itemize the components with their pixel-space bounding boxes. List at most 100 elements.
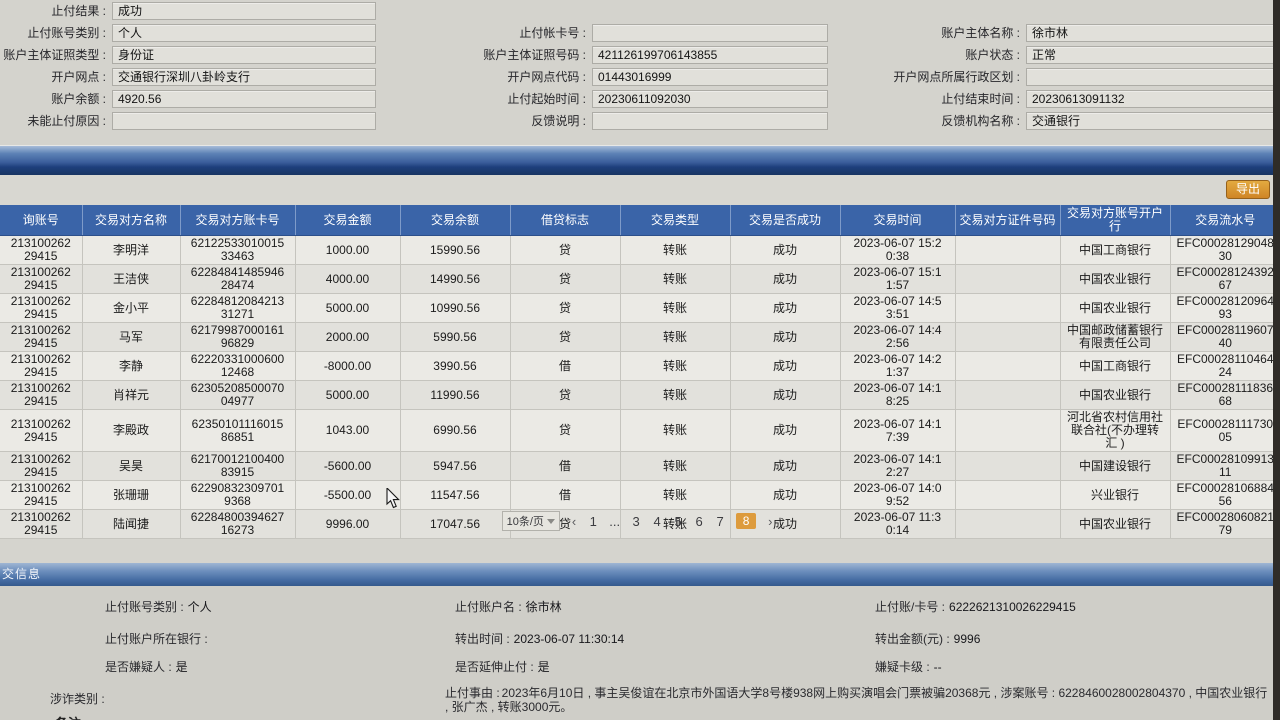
- field-value-fail-reason: [112, 112, 376, 130]
- form-row: 止付账号类别 : 个人 止付帐卡号 : 账户主体名称 : 徐市林: [0, 22, 1280, 44]
- field-value-branch-code: 01443016999: [592, 68, 828, 86]
- page-size-label: 10条/页: [506, 516, 544, 528]
- table-cell: 吴昊: [81, 451, 181, 481]
- table-cell: 62284812084213 31271: [179, 293, 296, 323]
- table-row[interactable]: 213100262 29415 李明洋 62122533010015 33463 10…: [0, 235, 1280, 265]
- table-cell: [954, 264, 1061, 294]
- table-cell: 62220331000600 12468: [179, 351, 296, 381]
- info-label: 是否嫌疑人 :: [105, 660, 172, 674]
- table-cell: 3990.56: [399, 351, 511, 381]
- table-cell: 贷: [509, 322, 621, 352]
- export-button[interactable]: 导出: [1225, 180, 1270, 199]
- table-cell: 贷: [509, 264, 621, 294]
- table-cell: 213100262 29415: [0, 509, 83, 539]
- table-cell: EFC00028109913 11: [1169, 451, 1280, 481]
- table-row[interactable]: 213100262 29415 吴昊 62170012100400 83915 -56…: [0, 451, 1280, 481]
- field-value-stop-start-time: 20230611092030: [592, 90, 828, 108]
- page-button[interactable]: 3: [632, 513, 640, 529]
- form-row: 止付结果 : 成功: [0, 0, 1280, 22]
- table-row[interactable]: 213100262 29415 李静 62220331000600 12468 -80…: [0, 351, 1280, 381]
- field-value-balance: 4920.56: [112, 90, 376, 108]
- table-cell: 2023-06-07 11:3 0:14: [839, 509, 956, 539]
- info-label: 嫌疑卡级 :: [875, 660, 930, 674]
- table-cell: 62179987000161 96829: [179, 322, 296, 352]
- table-cell: [954, 351, 1061, 381]
- info-label: 止付账户所在银行 :: [105, 632, 208, 646]
- table-row[interactable]: 213100262 29415 马军 62179987000161 96829 200…: [0, 322, 1280, 352]
- table-cell: EFC00028124392 67: [1169, 264, 1280, 294]
- table-row[interactable]: 213100262 29415 张珊珊 62290832309701 9368 -55…: [0, 480, 1280, 510]
- info-label: 涉诈类别 :: [50, 692, 105, 706]
- table-cell: 62290832309701 9368: [179, 480, 296, 510]
- page-button[interactable]: ...: [609, 513, 621, 529]
- table-cell: [954, 480, 1061, 510]
- page-button[interactable]: 7: [716, 513, 724, 529]
- table-row[interactable]: 213100262 29415 王洁侠 62284841485946 28474 40…: [0, 264, 1280, 294]
- table-cell: 4000.00: [294, 264, 401, 294]
- table-cell: 成功: [729, 264, 841, 294]
- table-cell: 213100262 29415: [0, 293, 83, 323]
- column-header: 交易时间: [839, 205, 955, 236]
- table-cell: 5000.00: [294, 380, 401, 410]
- field-value-account-category: 个人: [112, 24, 376, 42]
- table-cell: 李明洋: [81, 235, 181, 265]
- info-label: 止付账户名 :: [455, 600, 522, 614]
- table-cell: 中国邮政储蓄银行 有限责任公司: [1059, 322, 1171, 352]
- table-cell: EFC00028119607 40: [1169, 322, 1280, 352]
- table-row[interactable]: 213100262 29415 金小平 62284812084213 31271 50…: [0, 293, 1280, 323]
- info-label: 转出时间 :: [455, 632, 510, 646]
- field-value-cert-type: 身份证: [112, 46, 376, 64]
- table-cell: 贷: [509, 409, 621, 452]
- table-cell: -5600.00: [294, 451, 401, 481]
- page-size-select[interactable]: 10条/页: [501, 511, 560, 531]
- info-value: 6222621310026229415: [949, 600, 1076, 614]
- column-header: 交易是否成功: [729, 205, 840, 236]
- info-value: 2023-06-07 11:30:14: [513, 632, 625, 646]
- table-cell: 6990.56: [399, 409, 511, 452]
- table-cell: 213100262 29415: [0, 235, 83, 265]
- info-label: 止付账号类别 :: [105, 600, 184, 614]
- table-cell: EFC00028110464 24: [1169, 351, 1280, 381]
- next-page-button[interactable]: ›: [768, 513, 773, 529]
- field-label-branch-region: 开户网点所属行政区划 :: [893, 70, 1020, 84]
- field-label-cert-no: 账户主体证照号码 :: [483, 48, 586, 62]
- table-cell: 中国建设银行: [1059, 451, 1171, 481]
- prev-page-button[interactable]: ‹: [571, 513, 577, 529]
- column-header: 交易对方证件号码: [954, 205, 1060, 236]
- page-button[interactable]: 6: [695, 513, 703, 529]
- field-value-cert-no: 421126199706143855: [592, 46, 828, 64]
- info-value: 2023年6月10日 , 事主吴俊谊在北京市外国语大学8号楼938网上购买演唱会…: [445, 686, 1268, 714]
- page-button[interactable]: 1: [589, 513, 597, 529]
- table-cell: 成功: [729, 409, 841, 452]
- mouse-cursor: [386, 488, 400, 509]
- column-header: 借贷标志: [509, 205, 620, 236]
- column-header: 交易对方账卡号: [179, 205, 295, 236]
- table-cell: 贷: [509, 380, 621, 410]
- table-row[interactable]: 213100262 29415 李殿政 62350101116015 86851 10…: [0, 409, 1280, 452]
- table-cell: 213100262 29415: [0, 380, 83, 410]
- page-button-active[interactable]: 8: [736, 513, 757, 529]
- info-label: 转出金额(元) :: [875, 632, 950, 646]
- table-cell: [954, 293, 1061, 323]
- table-cell: [954, 235, 1061, 265]
- table-cell: 转账: [619, 264, 731, 294]
- table-cell: 62350101116015 86851: [179, 409, 296, 452]
- transactions-table: 询账号 交易对方名称 交易对方账卡号 交易金额 交易余额 借贷标志 交易类型 交易是否成功 交易…: [0, 205, 1280, 539]
- table-cell: 中国农业银行: [1059, 509, 1171, 539]
- clipped-note-label: 备注 :: [55, 713, 89, 720]
- table-row[interactable]: 213100262 29415 陆闻捷 62284800394627 16273 99…: [0, 509, 1280, 539]
- table-cell: 11990.56: [399, 380, 511, 410]
- page-button[interactable]: 5: [674, 513, 682, 529]
- table-cell: 14990.56: [399, 264, 511, 294]
- field-label-feedback-org: 反馈机构名称 :: [941, 114, 1020, 128]
- table-cell: EFC00028106884 56: [1169, 480, 1280, 510]
- table-cell: 兴业银行: [1059, 480, 1171, 510]
- table-toolbar: 导出: [0, 175, 1280, 205]
- table-cell: 成功: [729, 351, 841, 381]
- table-row[interactable]: 213100262 29415 肖祥元 62305208500070 04977 50…: [0, 380, 1280, 410]
- field-label-branch: 开户网点 :: [51, 70, 106, 84]
- field-value-stop-result: 成功: [112, 2, 376, 20]
- table-cell: [954, 322, 1061, 352]
- page-button[interactable]: 4: [653, 513, 661, 529]
- column-header: 交易流水号: [1169, 205, 1280, 236]
